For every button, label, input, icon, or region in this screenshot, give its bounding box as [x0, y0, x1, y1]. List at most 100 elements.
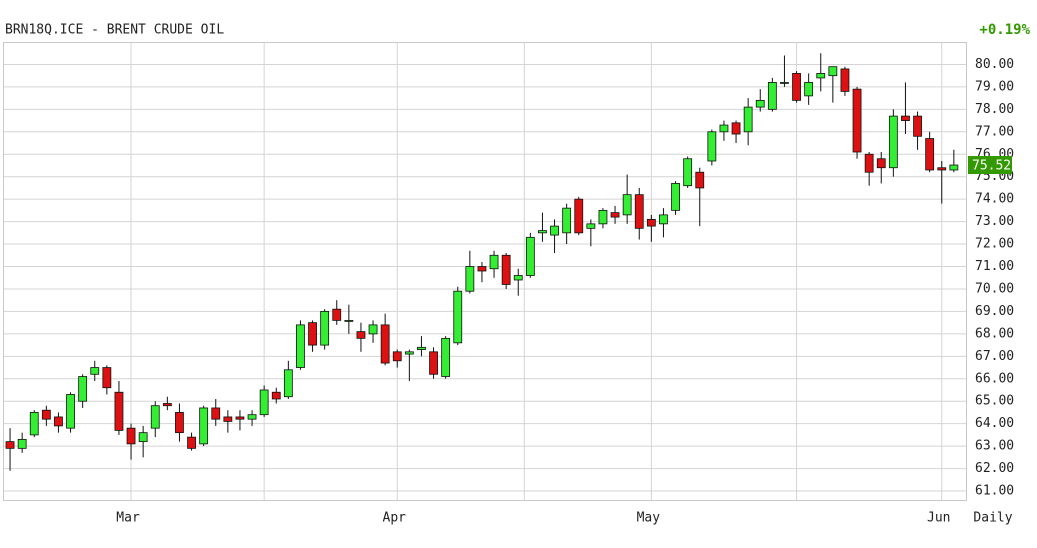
y-tick-label: 73.00 — [975, 214, 1014, 229]
candle-body — [913, 115, 922, 137]
candle-body — [767, 82, 777, 110]
candle-body — [925, 138, 935, 171]
candle-body — [66, 394, 75, 429]
candle-body — [888, 115, 898, 169]
candle-body — [683, 158, 693, 187]
candle-body — [610, 212, 620, 218]
candle-body — [852, 88, 862, 153]
candle-body — [574, 198, 584, 234]
plot-frame — [3, 42, 967, 501]
candle-body — [404, 351, 414, 355]
x-tick-label: May — [637, 511, 661, 526]
candle-body — [344, 319, 354, 322]
candle-body — [17, 438, 27, 449]
candle-body — [332, 308, 342, 321]
candle-body — [356, 331, 366, 339]
candle-body — [538, 230, 547, 234]
y-tick-label: 62.00 — [975, 461, 1014, 476]
candle-body — [199, 407, 209, 445]
chart-title: BRN18Q.ICE - BRENT CRUDE OIL — [5, 23, 224, 38]
y-tick-label: 80.00 — [975, 57, 1014, 72]
candle-body — [513, 275, 523, 281]
y-tick-label: 64.00 — [975, 416, 1014, 431]
candle-body — [671, 183, 680, 211]
candle-body — [501, 254, 511, 285]
candle-body — [441, 337, 451, 377]
candle-body — [41, 409, 51, 420]
y-tick-label: 66.00 — [975, 371, 1014, 386]
candle-body — [550, 225, 559, 236]
change-label: +0.19% — [979, 22, 1030, 38]
candle-body — [743, 106, 753, 133]
candle-body — [828, 66, 838, 77]
candle-body — [54, 416, 63, 427]
y-tick-label: 72.00 — [975, 237, 1014, 252]
x-tick-label: Jun — [927, 511, 950, 526]
candle-body — [283, 369, 293, 398]
candle-body — [816, 73, 826, 79]
candle-body — [320, 311, 330, 346]
y-tick-label: 74.00 — [975, 192, 1014, 207]
candle-body — [864, 153, 874, 173]
candle-body — [102, 367, 112, 389]
candle-body — [308, 322, 317, 346]
y-tick-label: 71.00 — [975, 259, 1014, 274]
x-tick-label: Mar — [116, 511, 140, 526]
candle-body — [296, 324, 305, 368]
candle-body — [937, 167, 947, 171]
y-tick-label: 68.00 — [975, 326, 1014, 341]
x-axis-label: Daily — [973, 511, 1012, 526]
candle-body — [489, 254, 499, 270]
candle-body — [731, 122, 741, 135]
candle-body — [29, 412, 39, 436]
candle-body — [429, 351, 438, 375]
y-tick-label: 61.00 — [975, 484, 1014, 499]
candle-body — [417, 346, 426, 350]
last-price-label: 75.52 — [972, 159, 1011, 174]
candle-body — [659, 214, 668, 225]
candle-body — [562, 207, 572, 234]
y-tick-label: 69.00 — [975, 304, 1014, 319]
candle-body — [187, 436, 196, 449]
y-tick-label: 78.00 — [975, 102, 1014, 117]
candle-body — [525, 236, 535, 276]
candle-body — [804, 82, 814, 97]
candle-body — [792, 73, 801, 101]
candle-body — [114, 391, 124, 431]
candle-body — [368, 324, 378, 335]
candle-body — [707, 131, 717, 162]
candle-body — [271, 391, 281, 400]
candle-body — [477, 266, 487, 272]
x-tick-label: Apr — [383, 511, 407, 526]
candle-body — [211, 407, 221, 420]
candle-body — [695, 171, 705, 189]
candle-body — [150, 405, 160, 429]
y-tick-label: 67.00 — [975, 349, 1014, 364]
y-tick-label: 65.00 — [975, 394, 1014, 409]
candle-body — [78, 376, 88, 402]
candle-body — [840, 68, 850, 92]
candle-body — [901, 115, 910, 121]
candle-body — [90, 367, 100, 375]
candle-body — [162, 403, 172, 407]
candle-body — [465, 266, 475, 292]
candle-body — [138, 432, 148, 443]
y-tick-label: 70.00 — [975, 281, 1014, 296]
candle-body — [392, 351, 402, 362]
candle-body — [235, 416, 245, 420]
candle-body — [634, 194, 644, 229]
candle-body — [453, 290, 463, 344]
candle-body — [126, 427, 136, 445]
candle-body — [175, 412, 184, 434]
candle-body — [646, 218, 656, 227]
candle-body — [259, 389, 269, 416]
candle-body — [780, 82, 789, 84]
y-tick-label: 63.00 — [975, 439, 1014, 454]
candle-body — [247, 414, 257, 420]
candle-body — [5, 441, 15, 449]
y-tick-label: 77.00 — [975, 124, 1014, 139]
candle-body — [949, 164, 959, 171]
candle-body — [586, 223, 596, 229]
y-tick-label: 79.00 — [975, 79, 1014, 94]
